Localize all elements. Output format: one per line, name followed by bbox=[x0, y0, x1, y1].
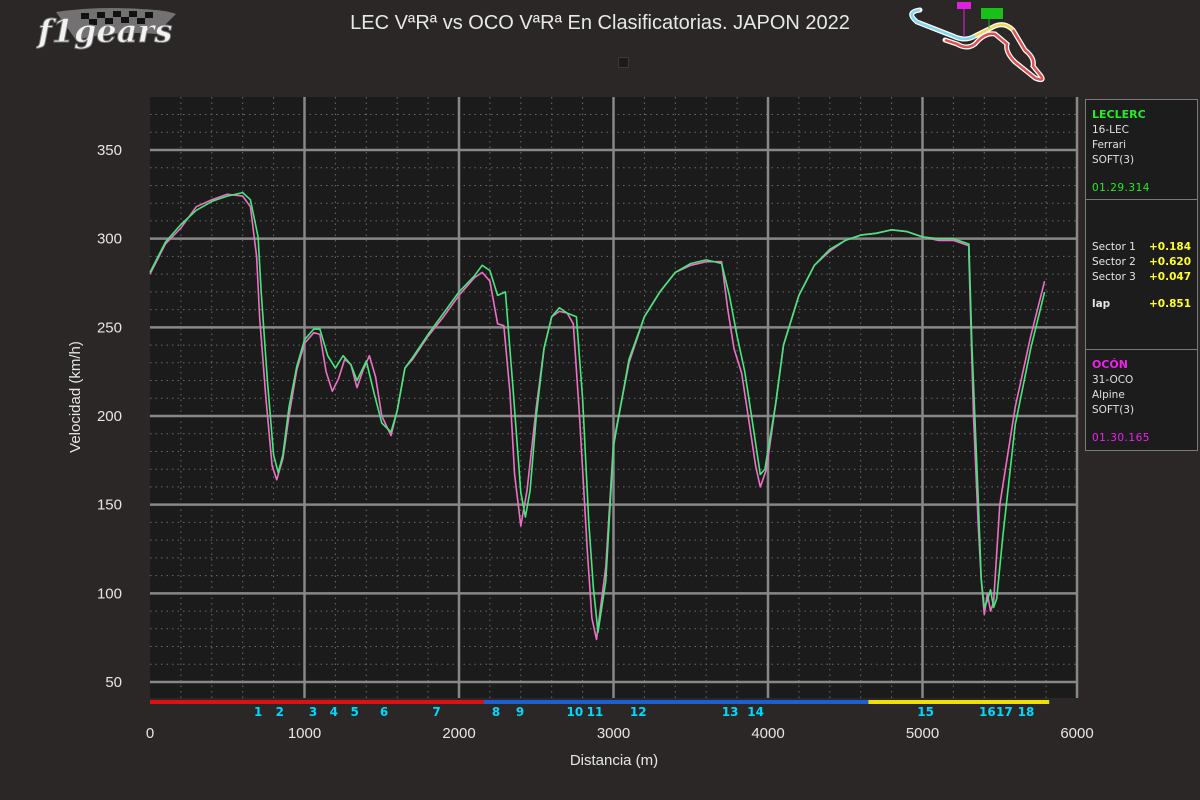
svg-text:f1gears: f1gears bbox=[36, 12, 172, 50]
corner-label: 3 bbox=[309, 705, 317, 719]
corner-label: 9 bbox=[516, 705, 524, 719]
corner-label: 11 bbox=[587, 705, 604, 719]
sector3-delta: +0.047 bbox=[1148, 271, 1191, 283]
driver1-lap-time: 01.29.314 bbox=[1092, 182, 1150, 194]
corner-label: 10 bbox=[567, 705, 584, 719]
corner-label: 14 bbox=[747, 705, 764, 719]
driver2-card: OCÓN 31-OCO Alpine SOFT(3) 01.30.165 bbox=[1086, 350, 1197, 448]
y-tick-label: 350 bbox=[97, 142, 122, 159]
driver2-lap-time: 01.30.165 bbox=[1092, 432, 1150, 444]
x-axis-label: Distancia (m) bbox=[570, 752, 658, 769]
legend-marker bbox=[618, 57, 629, 68]
sector1-delta: +0.184 bbox=[1148, 241, 1191, 253]
chart-title: LEC VªRª vs OCO VªRª En Clasificatorias.… bbox=[350, 12, 850, 34]
sector-1-bar bbox=[150, 700, 484, 704]
sector-deltas: Sector 1 +0.184 Sector 2 +0.620 Sector 3… bbox=[1086, 200, 1197, 350]
corner-label: 2 bbox=[276, 705, 284, 719]
y-tick-label: 150 bbox=[97, 497, 122, 514]
y-tick-label: 200 bbox=[97, 408, 122, 425]
driver1-code: 16-LEC bbox=[1092, 124, 1129, 136]
sector2-delta-row: Sector 2 +0.620 bbox=[1092, 255, 1191, 270]
driver1-card: LECLERC 16-LEC Ferrari SOFT(3) 01.29.314 bbox=[1086, 100, 1197, 200]
x-tick-label: 6000 bbox=[1060, 725, 1093, 742]
driver2-code: 31-OCO bbox=[1092, 374, 1134, 386]
x-tick-label: 3000 bbox=[597, 725, 630, 742]
y-tick-label: 250 bbox=[97, 319, 122, 336]
driver2-team: Alpine bbox=[1092, 389, 1125, 401]
x-tick-label: 4000 bbox=[751, 725, 784, 742]
corner-label: 6 bbox=[380, 705, 388, 719]
corner-label: 17 bbox=[996, 705, 1013, 719]
sector3-label: Sector 3 bbox=[1092, 271, 1136, 283]
sector2-delta: +0.620 bbox=[1148, 256, 1191, 268]
corner-label: 7 bbox=[432, 705, 440, 719]
x-tick-label: 5000 bbox=[906, 725, 939, 742]
corner-label: 18 bbox=[1018, 705, 1035, 719]
sector-3-bar bbox=[868, 700, 1050, 704]
speed-trap-marker bbox=[957, 2, 971, 9]
lap-delta-row: lap +0.851 bbox=[1092, 297, 1191, 312]
lap-label: lap bbox=[1092, 298, 1111, 310]
sector3-delta-row: Sector 3 +0.047 bbox=[1092, 270, 1191, 285]
sector1-delta-row: Sector 1 +0.184 bbox=[1092, 240, 1191, 255]
corner-label: 4 bbox=[330, 705, 338, 719]
driver1-team: Ferrari bbox=[1092, 139, 1127, 151]
series-lec-line bbox=[149, 191, 1046, 634]
corner-label: 12 bbox=[630, 705, 647, 719]
f1gears-logo: f1gears bbox=[36, 8, 176, 50]
track-map bbox=[909, 2, 1045, 83]
corner-label: 16 bbox=[979, 705, 996, 719]
drs-detection-marker bbox=[981, 8, 1003, 19]
corner-label: 1 bbox=[254, 705, 262, 719]
driver1-name: LECLERC bbox=[1092, 108, 1146, 121]
lap-delta: +0.851 bbox=[1148, 298, 1191, 310]
sector1-label: Sector 1 bbox=[1092, 241, 1136, 253]
lap-comparison-panel: LECLERC 16-LEC Ferrari SOFT(3) 01.29.314… bbox=[1085, 99, 1198, 451]
x-tick-label: 1000 bbox=[288, 725, 321, 742]
corner-label: 5 bbox=[351, 705, 359, 719]
driver2-tyre: SOFT(3) bbox=[1092, 404, 1135, 416]
driver2-name: OCÓN bbox=[1092, 358, 1128, 371]
y-axis-label: Velocidad (km/h) bbox=[67, 341, 84, 453]
corner-label: 13 bbox=[722, 705, 739, 719]
sector-2-bar bbox=[483, 700, 869, 704]
x-tick-label: 0 bbox=[146, 725, 154, 742]
checkered-flag-icon bbox=[56, 8, 176, 40]
y-tick-label: 100 bbox=[97, 585, 122, 602]
corner-label: 8 bbox=[492, 705, 500, 719]
x-tick-label: 2000 bbox=[442, 725, 475, 742]
driver1-tyre: SOFT(3) bbox=[1092, 154, 1135, 166]
sector2-label: Sector 2 bbox=[1092, 256, 1136, 268]
y-tick-label: 300 bbox=[97, 231, 122, 248]
corner-label: 15 bbox=[917, 705, 934, 719]
y-tick-label: 50 bbox=[105, 674, 122, 691]
